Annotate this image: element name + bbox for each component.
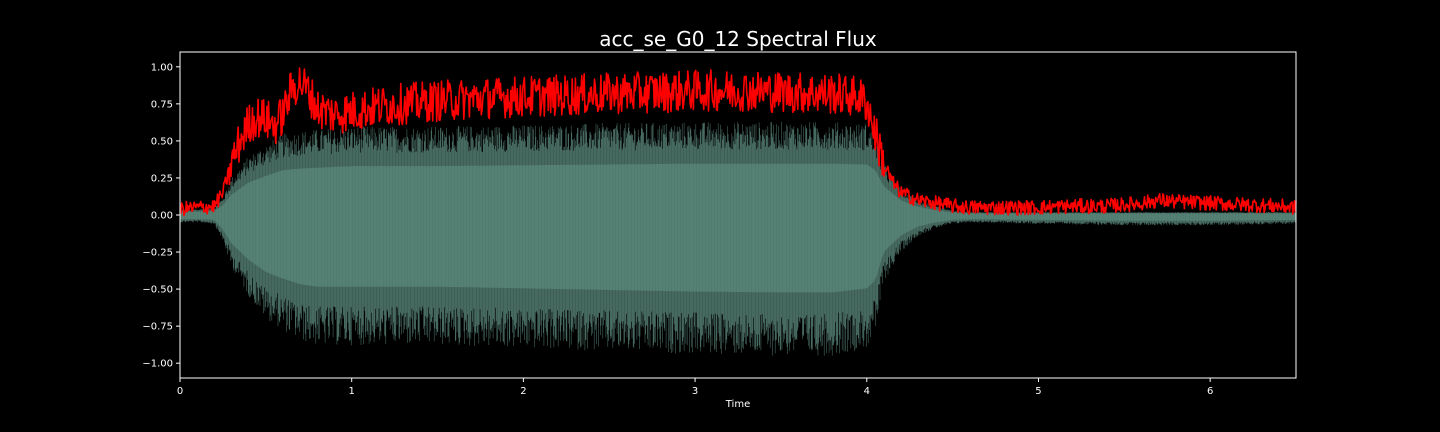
- y-tick-label: 0.75: [151, 99, 173, 110]
- y-tick-label: −1.00: [142, 359, 173, 370]
- y-tick-label: −0.25: [142, 248, 173, 259]
- x-axis-title: Time: [725, 399, 750, 410]
- y-axis: 1.00 0.75 0.50 0.25 0.00 −0.25 −0.50 −0.75 −1.00: [142, 62, 180, 370]
- plot-area: [179, 67, 1297, 356]
- x-tick-label: 6: [1207, 386, 1213, 397]
- x-tick-label: 2: [520, 386, 526, 397]
- x-tick-label: 5: [1035, 386, 1041, 397]
- x-axis: 0 1 2 3 4 5 6: [177, 378, 1213, 397]
- y-tick-label: −0.75: [142, 322, 173, 333]
- y-tick-label: −0.50: [142, 285, 173, 296]
- x-tick-label: 0: [177, 386, 183, 397]
- y-tick-label: 1.00: [151, 62, 173, 73]
- y-tick-label: 0.25: [151, 173, 173, 184]
- spectral-flux-line: [179, 67, 1297, 217]
- x-tick-label: 3: [692, 386, 698, 397]
- x-tick-label: 1: [349, 386, 355, 397]
- x-tick-label: 4: [864, 386, 870, 397]
- y-tick-label: 0.00: [151, 211, 173, 222]
- chart-title: acc_se_G0_12 Spectral Flux: [599, 27, 877, 51]
- y-tick-label: 0.50: [151, 136, 173, 147]
